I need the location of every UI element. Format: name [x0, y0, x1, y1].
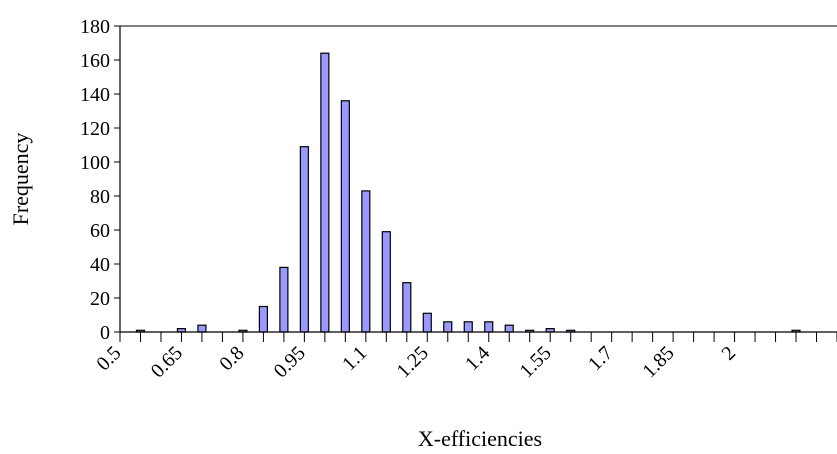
x-axis-title: X-efficiencies [418, 426, 542, 451]
x-tick-label: 1.55 [515, 342, 555, 382]
x-tick-label: 0.8 [215, 342, 248, 375]
x-tick-label: 1.7 [584, 342, 617, 375]
bar [504, 324, 514, 333]
bar [484, 321, 494, 333]
x-tick-label: 1.85 [638, 342, 678, 382]
y-tick-label: 0 [100, 322, 110, 344]
y-tick-label: 160 [80, 50, 110, 72]
bar [320, 52, 330, 333]
y-tick-label: 180 [80, 16, 110, 38]
bar [381, 231, 391, 333]
x-tick-label: 1.25 [393, 342, 433, 382]
y-tick-label: 80 [90, 186, 110, 208]
x-tick-label: 2 [717, 342, 740, 365]
y-tick-label: 20 [90, 288, 110, 310]
x-tick-label: 0.95 [270, 342, 310, 382]
bar [463, 321, 473, 333]
x-tick-label: 1.1 [338, 342, 371, 375]
bar [258, 305, 268, 333]
bar [279, 266, 289, 333]
bar [402, 282, 412, 333]
x-axis-tick-labels: 0.5 0.65 0.8 0.95 1.1 1.25 1.4 1.55 1.7 1.85 2 [92, 342, 740, 382]
y-axis-tick-labels: 0 20 40 60 80 100 120 140 160 180 [80, 16, 110, 344]
bar [340, 100, 350, 333]
bars [135, 52, 801, 333]
y-tick-label: 100 [80, 152, 110, 174]
bar [299, 146, 309, 333]
y-tick-label: 40 [90, 254, 110, 276]
bar [197, 324, 207, 333]
x-tick-label: 0.5 [92, 342, 125, 375]
x-tick-label: 0.65 [147, 342, 187, 382]
x-tick-label: 1.4 [461, 342, 494, 375]
bar [443, 321, 453, 333]
y-tick-label: 140 [80, 84, 110, 106]
y-tick-label: 120 [80, 118, 110, 140]
x-axis-ticks [119, 332, 837, 342]
bar [422, 312, 432, 333]
y-axis-title: Frequency [8, 133, 33, 226]
bar [361, 190, 371, 333]
y-axis-ticks [114, 25, 120, 333]
y-tick-label: 60 [90, 220, 110, 242]
